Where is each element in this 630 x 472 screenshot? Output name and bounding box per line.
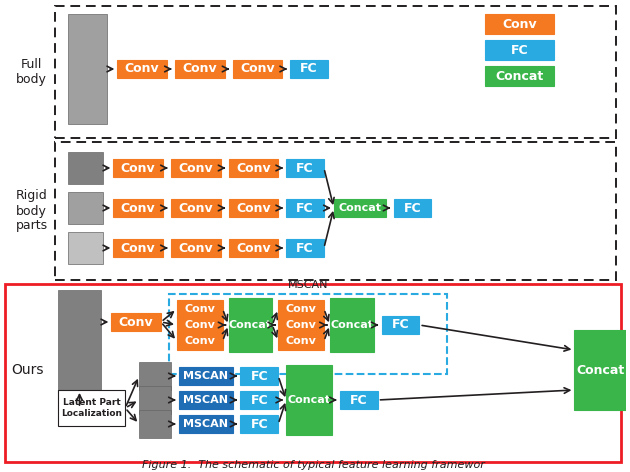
- Bar: [55, 142, 616, 280]
- Bar: [57, 390, 125, 426]
- Text: Conv: Conv: [185, 304, 215, 314]
- Bar: [286, 365, 332, 435]
- Bar: [175, 60, 224, 78]
- Text: FC: FC: [296, 242, 314, 254]
- Text: Conv: Conv: [125, 62, 159, 76]
- Text: FC: FC: [296, 202, 314, 214]
- Bar: [286, 239, 324, 257]
- Bar: [67, 14, 107, 124]
- Text: Conv: Conv: [121, 242, 156, 254]
- Text: FC: FC: [511, 43, 529, 57]
- Text: Conv: Conv: [236, 202, 271, 214]
- Bar: [286, 199, 324, 217]
- Bar: [67, 192, 103, 224]
- Bar: [485, 66, 554, 86]
- Bar: [113, 159, 163, 177]
- Text: FC: FC: [404, 202, 421, 214]
- Text: Ours: Ours: [11, 363, 44, 377]
- Text: FC: FC: [251, 394, 268, 406]
- Bar: [171, 239, 220, 257]
- Bar: [139, 386, 171, 414]
- Bar: [113, 199, 163, 217]
- Text: Conv: Conv: [236, 161, 271, 175]
- Bar: [169, 294, 447, 374]
- Bar: [57, 290, 101, 408]
- Bar: [229, 199, 278, 217]
- Text: Concat: Concat: [496, 69, 544, 83]
- Bar: [179, 415, 232, 433]
- Bar: [177, 332, 222, 350]
- Bar: [171, 159, 220, 177]
- Bar: [179, 391, 232, 409]
- Bar: [67, 232, 103, 264]
- Bar: [241, 391, 278, 409]
- Bar: [171, 199, 220, 217]
- Text: Conv: Conv: [121, 161, 156, 175]
- Text: Conv: Conv: [119, 315, 154, 329]
- Text: Concat: Concat: [287, 395, 331, 405]
- Bar: [278, 300, 324, 318]
- Text: FC: FC: [392, 319, 410, 331]
- Text: FC: FC: [350, 394, 367, 406]
- Bar: [229, 159, 278, 177]
- Bar: [382, 316, 420, 334]
- Bar: [286, 159, 324, 177]
- Text: FC: FC: [251, 370, 268, 382]
- Text: FC: FC: [296, 161, 314, 175]
- Text: Conv: Conv: [185, 336, 215, 346]
- Bar: [179, 367, 232, 385]
- Text: Concat: Concat: [338, 203, 381, 213]
- Bar: [139, 362, 171, 390]
- Text: Conv: Conv: [185, 320, 215, 330]
- Text: MSCAN: MSCAN: [288, 280, 328, 290]
- Text: Conv: Conv: [236, 242, 271, 254]
- Text: Conv: Conv: [121, 202, 156, 214]
- Text: FC: FC: [301, 62, 318, 76]
- Text: Conv: Conv: [285, 320, 316, 330]
- Bar: [229, 239, 278, 257]
- Bar: [278, 316, 324, 334]
- Bar: [485, 40, 554, 60]
- Bar: [232, 60, 282, 78]
- Text: Concat: Concat: [229, 320, 272, 330]
- Text: Rigid
body
parts: Rigid body parts: [16, 189, 48, 233]
- Text: Conv: Conv: [183, 62, 217, 76]
- Bar: [241, 415, 278, 433]
- Bar: [575, 330, 626, 410]
- Text: Conv: Conv: [285, 304, 316, 314]
- Text: Full
body: Full body: [16, 58, 47, 86]
- Bar: [241, 367, 278, 385]
- Text: Conv: Conv: [502, 17, 537, 31]
- Bar: [55, 6, 616, 138]
- Bar: [394, 199, 432, 217]
- Text: Conv: Conv: [240, 62, 275, 76]
- Text: Concat: Concat: [330, 320, 373, 330]
- Bar: [290, 60, 328, 78]
- Bar: [340, 391, 377, 409]
- Bar: [177, 300, 222, 318]
- Bar: [330, 298, 374, 352]
- Text: MSCAN: MSCAN: [183, 395, 228, 405]
- Bar: [113, 239, 163, 257]
- Text: FC: FC: [251, 418, 268, 430]
- Text: Conv: Conv: [178, 161, 213, 175]
- Bar: [139, 410, 171, 438]
- Bar: [112, 313, 161, 331]
- Bar: [334, 199, 386, 217]
- Bar: [278, 332, 324, 350]
- Text: Conv: Conv: [178, 202, 213, 214]
- Bar: [5, 284, 621, 462]
- Text: Concat: Concat: [576, 363, 624, 377]
- Bar: [229, 298, 272, 352]
- Text: MSCAN: MSCAN: [183, 419, 228, 429]
- Text: Latent Part
Localization: Latent Part Localization: [61, 398, 122, 418]
- Bar: [485, 14, 554, 34]
- Bar: [117, 60, 167, 78]
- Bar: [67, 152, 103, 184]
- Text: Conv: Conv: [285, 336, 316, 346]
- Text: Figure 1.  The schematic of typical feature learning framewor: Figure 1. The schematic of typical featu…: [142, 460, 484, 470]
- Text: Conv: Conv: [178, 242, 213, 254]
- Text: MSCAN: MSCAN: [183, 371, 228, 381]
- Bar: [177, 316, 222, 334]
